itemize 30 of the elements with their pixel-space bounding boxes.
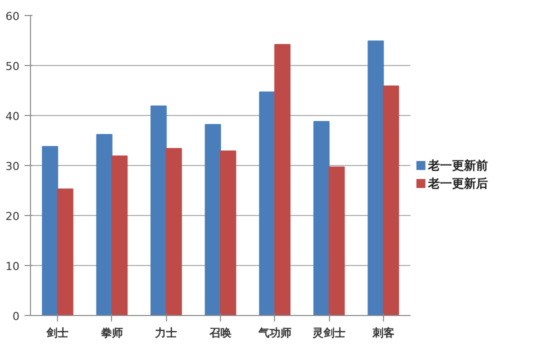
x-tick-label: 剑士 bbox=[46, 326, 69, 340]
bar bbox=[111, 156, 128, 316]
bar bbox=[274, 44, 290, 316]
y-tick-label: 40 bbox=[6, 110, 20, 123]
y-tick-label: 30 bbox=[6, 160, 20, 173]
bar bbox=[42, 146, 58, 316]
x-tick-label: 召唤 bbox=[208, 326, 232, 340]
y-tick-label: 10 bbox=[6, 260, 20, 273]
bar bbox=[166, 148, 182, 316]
bar bbox=[96, 134, 112, 316]
x-tick-label: 力士 bbox=[154, 326, 178, 340]
bar bbox=[204, 124, 221, 316]
y-tick-label: 0 bbox=[12, 310, 20, 323]
y-tick-label: 50 bbox=[6, 60, 20, 73]
bar bbox=[259, 92, 276, 316]
bar bbox=[313, 121, 330, 316]
bar bbox=[220, 150, 236, 316]
y-tick-label: 20 bbox=[6, 210, 20, 223]
bar bbox=[57, 188, 74, 316]
bar bbox=[368, 40, 384, 316]
x-tick-label: 灵剑士 bbox=[312, 326, 346, 340]
x-tick-label: 拳师 bbox=[100, 326, 123, 340]
y-tick-label: 60 bbox=[6, 10, 20, 23]
bar bbox=[328, 166, 345, 316]
legend-label: 老一更新后 bbox=[427, 176, 488, 190]
bar bbox=[382, 86, 400, 316]
legend-label: 老一更新前 bbox=[427, 158, 488, 172]
x-tick-label: 气功师 bbox=[257, 326, 292, 340]
bar bbox=[150, 106, 167, 316]
x-tick-label: 刺客 bbox=[371, 326, 394, 340]
